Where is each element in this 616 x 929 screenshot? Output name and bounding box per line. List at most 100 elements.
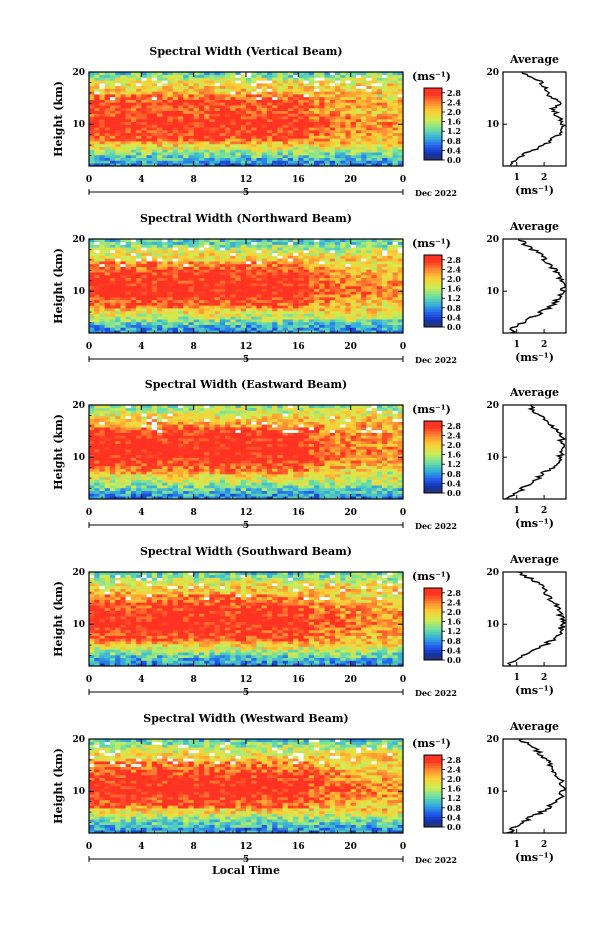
colorbar-tick-label: 1.2 — [447, 793, 461, 803]
average-profile: Average 20 10 1 2(ms⁻¹) — [486, 53, 567, 197]
avg-unit-label: (ms⁻¹) — [515, 184, 554, 197]
x-tick-label: 16 — [292, 508, 305, 518]
colorbar-cell — [424, 157, 442, 161]
x-tick-label: 0 — [400, 342, 406, 352]
average-frame — [502, 71, 567, 167]
x-tick-label: 16 — [292, 842, 305, 852]
avg-y-tick-label: 10 — [486, 453, 499, 463]
colorbar-cell — [424, 309, 442, 312]
average-line — [504, 404, 567, 500]
colorbar-cell — [424, 439, 442, 442]
colorbar-cell — [424, 593, 442, 597]
panel-title: Spectral Width (Westward Beam) — [143, 712, 348, 725]
colorbar-cell — [424, 611, 442, 615]
colorbar-cell — [424, 490, 442, 494]
colorbar-cell — [424, 129, 442, 133]
colorbar-cell — [424, 762, 442, 766]
colorbar-cell — [424, 131, 442, 135]
colorbar-cell — [424, 816, 442, 820]
x-tick-label: 8 — [191, 175, 197, 185]
colorbar-cell — [424, 423, 442, 427]
colorbar-cell — [424, 124, 442, 127]
colorbar-tick-label: 2.8 — [447, 421, 461, 431]
colorbar-tick-label: 2.8 — [447, 755, 461, 765]
colorbar-cell — [424, 621, 442, 625]
colorbar-cell — [424, 103, 442, 107]
colorbar-cell — [424, 100, 442, 104]
colorbar-cell — [424, 590, 442, 594]
colorbar-tick-label: 0.8 — [447, 469, 461, 479]
colorbar-cell — [424, 106, 442, 109]
colorbar-cell — [424, 154, 442, 158]
colorbar-cell — [424, 487, 442, 491]
colorbar-cell — [424, 134, 442, 138]
colorbar-tick-label: 2.0 — [447, 107, 461, 117]
colorbar-cell — [424, 755, 442, 758]
average-profile: Average 20 10 1 2(ms⁻¹) — [486, 220, 567, 364]
colorbar-tick-label: 0.4 — [447, 478, 461, 488]
y-tick-label: 20 — [72, 735, 85, 745]
colorbar-cell — [424, 260, 442, 264]
x-tick-label: 12 — [240, 175, 253, 185]
panel-title: Spectral Width (Eastward Beam) — [145, 378, 347, 391]
colorbar-cell — [424, 296, 442, 300]
colorbar-cell — [424, 444, 442, 448]
colorbar-cell — [424, 775, 442, 779]
colorbar-cell — [424, 806, 442, 810]
colorbar-unit-label: (ms⁻¹) — [412, 403, 451, 416]
avg-x-tick-label: 1 — [514, 673, 520, 683]
colorbar-cell — [424, 144, 442, 148]
colorbar-cell — [424, 113, 442, 117]
colorbar: 2.82.42.01.61.20.80.40.0 — [423, 754, 461, 832]
colorbar-cell — [424, 785, 442, 789]
colorbar-tick-label: 1.2 — [447, 459, 461, 469]
colorbar-cell — [424, 639, 442, 643]
average-title: Average — [509, 53, 559, 66]
colorbar-cell — [424, 809, 442, 812]
y-tick-label: 10 — [72, 120, 85, 130]
x-tick-label: 16 — [292, 675, 305, 685]
x-tick-label: 16 — [292, 342, 305, 352]
colorbar-cell — [424, 265, 442, 269]
colorbar-cell — [424, 588, 442, 591]
avg-x-tick-label: 2 — [541, 173, 547, 183]
heatmap-cells — [89, 572, 404, 667]
colorbar-cell — [424, 824, 442, 828]
colorbar-cell — [424, 314, 442, 318]
x-tick-label: 0 — [400, 508, 406, 518]
colorbar-cell — [424, 301, 442, 305]
y-tick-label: 10 — [72, 287, 85, 297]
colorbar-cell — [424, 459, 442, 463]
average-frame — [502, 238, 567, 334]
colorbar-cell — [424, 426, 442, 430]
colorbar-cell — [424, 275, 442, 279]
avg-y-tick-label: 20 — [486, 735, 499, 745]
x-tick-label: 20 — [344, 508, 357, 518]
colorbar-cell — [424, 136, 442, 140]
date-label: Dec 2022 — [415, 355, 457, 365]
colorbar-cell — [424, 814, 442, 818]
colorbar-tick-label: 2.0 — [447, 274, 461, 284]
colorbar-cell — [424, 778, 442, 782]
colorbar-cell — [424, 431, 442, 435]
colorbar-cell — [424, 108, 442, 112]
y-tick-label: 10 — [72, 787, 85, 797]
x-tick-label: 4 — [138, 508, 144, 518]
colorbar-frame — [423, 587, 443, 661]
colorbar-frame — [423, 420, 443, 494]
x-tick-label: 12 — [240, 842, 253, 852]
avg-x-tick-label: 2 — [541, 673, 547, 683]
x-tick-label: 20 — [344, 842, 357, 852]
colorbar-cell — [424, 598, 442, 602]
avg-x-tick-label: 1 — [514, 340, 520, 350]
colorbar-cell — [424, 480, 442, 484]
colorbar-cell — [424, 451, 442, 455]
colorbar-cell — [424, 796, 442, 800]
colorbar-cell — [424, 303, 442, 307]
average-frame — [502, 738, 567, 834]
y-axis-label: Height (km) — [52, 414, 65, 490]
y-tick-label: 10 — [72, 620, 85, 630]
date-label: Dec 2022 — [415, 688, 457, 698]
avg-y-tick-label: 10 — [486, 620, 499, 630]
